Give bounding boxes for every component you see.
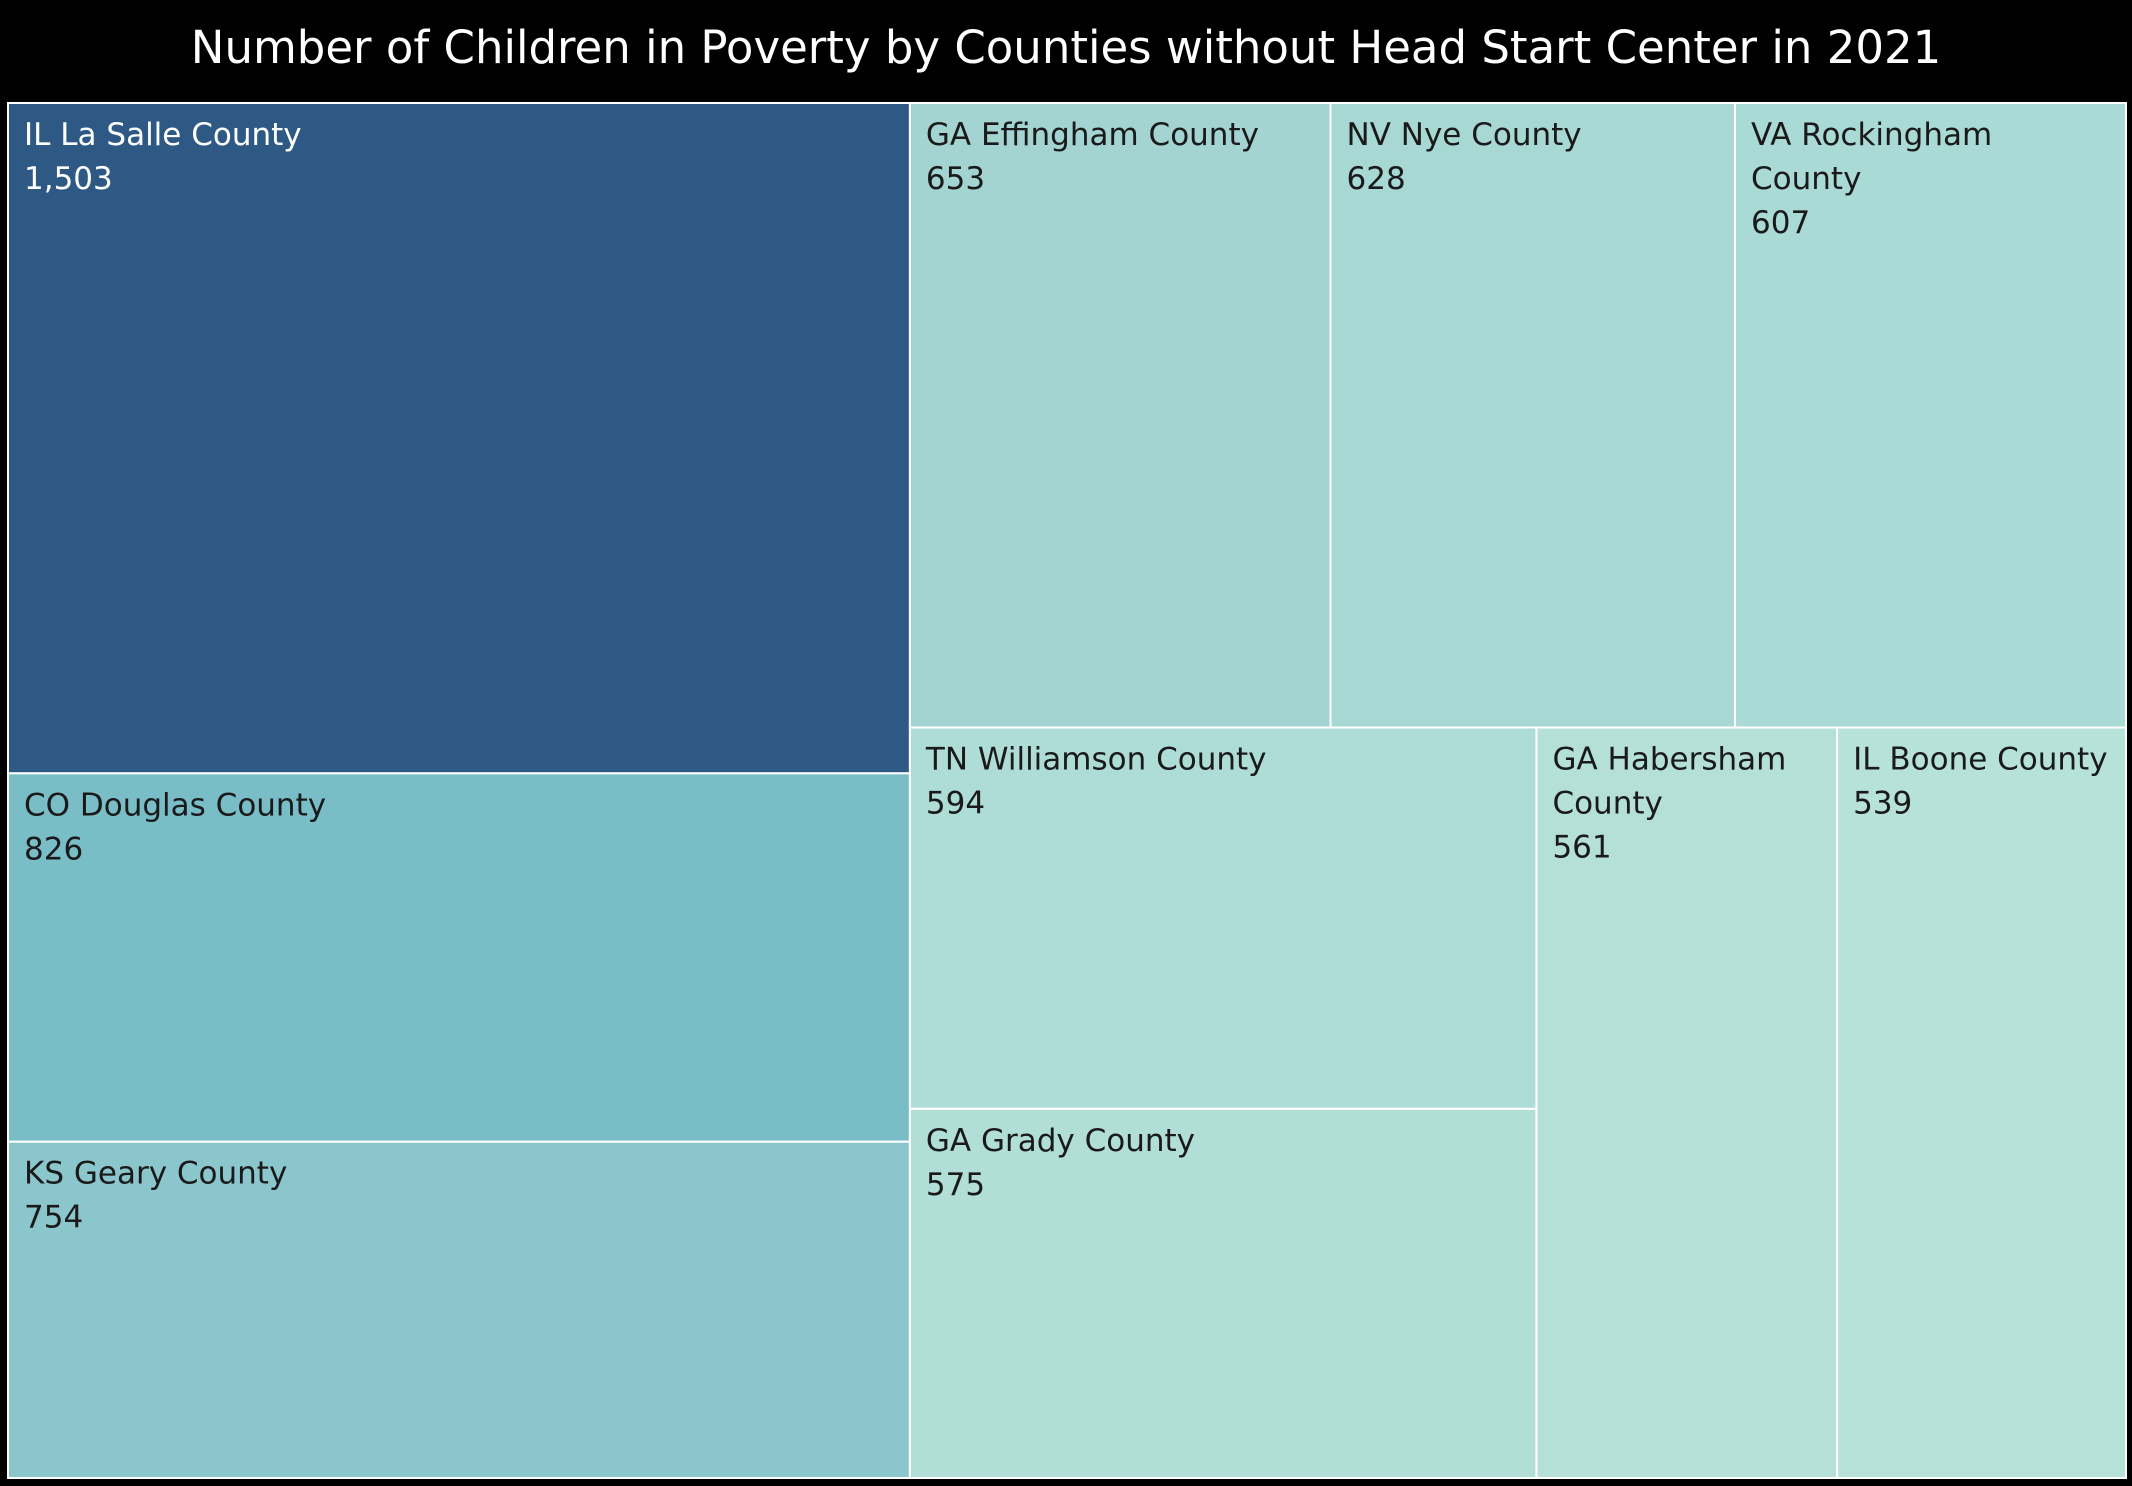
tile-name-nv-nye-county: NV Nye County bbox=[1347, 117, 1582, 153]
tile-rect-ga-habersham-county[interactable] bbox=[1535, 726, 1839, 1479]
tile-rect-ks-geary-county[interactable] bbox=[7, 1140, 911, 1480]
tile-value-va-rockingham-county: 607 bbox=[1751, 205, 1810, 241]
tile-ga-grady-county[interactable]: GA Grady County 575 bbox=[908, 1107, 1538, 1479]
tile-value-ga-grady-county: 575 bbox=[926, 1167, 985, 1203]
tile-rect-nv-nye-county[interactable] bbox=[1329, 102, 1737, 729]
tile-co-douglas-county[interactable]: CO Douglas County 826 bbox=[7, 772, 911, 1143]
tile-rect-tn-williamson-county[interactable] bbox=[908, 726, 1538, 1110]
tile-value-ks-geary-county: 754 bbox=[24, 1200, 83, 1236]
tile-name-il-boone-county: IL Boone County bbox=[1853, 741, 2107, 777]
tile-value-ga-habersham-county: 561 bbox=[1552, 829, 1611, 865]
tile-rect-il-boone-county[interactable] bbox=[1836, 726, 2127, 1479]
tile-name-ga-grady-county: GA Grady County bbox=[926, 1123, 1195, 1159]
tile-il-boone-county[interactable]: IL Boone County 539 bbox=[1836, 726, 2127, 1479]
tile-name-ga-effingham-county: GA Effingham County bbox=[926, 117, 1259, 153]
tile-name-co-douglas-county: CO Douglas County bbox=[24, 787, 326, 823]
tile-va-rockingham-county[interactable]: VA Rockingham County 607 bbox=[1734, 102, 2127, 729]
tile-ga-effingham-county[interactable]: GA Effingham County 653 bbox=[908, 102, 1332, 729]
tile-value-il-boone-county: 539 bbox=[1853, 785, 1912, 821]
tile-value-nv-nye-county: 628 bbox=[1347, 161, 1406, 197]
tile-name-tn-williamson-county: TN Williamson County bbox=[925, 741, 1267, 777]
chart-title: Number of Children in Poverty by Countie… bbox=[190, 21, 1942, 74]
tile-ks-geary-county[interactable]: KS Geary County 754 bbox=[7, 1140, 911, 1480]
tile-rect-co-douglas-county[interactable] bbox=[7, 772, 911, 1143]
tile-value-tn-williamson-county: 594 bbox=[926, 785, 985, 821]
tile-rect-il-la-salle-county[interactable] bbox=[7, 102, 911, 775]
tile-value-co-douglas-county: 826 bbox=[24, 831, 83, 867]
tile-tn-williamson-county[interactable]: TN Williamson County 594 bbox=[908, 726, 1538, 1110]
tile-value-il-la-salle-county: 1,503 bbox=[24, 161, 113, 197]
tile-il-la-salle-county[interactable]: IL La Salle County 1,503 bbox=[7, 102, 911, 775]
tile-name-va-rockingham-county: VA Rockingham County bbox=[1751, 117, 1992, 197]
tile-rect-va-rockingham-county[interactable] bbox=[1734, 102, 2127, 729]
tile-nv-nye-county[interactable]: NV Nye County 628 bbox=[1329, 102, 1737, 729]
tile-value-ga-effingham-county: 653 bbox=[926, 161, 985, 197]
tile-rect-ga-grady-county[interactable] bbox=[908, 1107, 1538, 1479]
tile-name-ks-geary-county: KS Geary County bbox=[24, 1156, 287, 1192]
tile-rect-ga-effingham-county[interactable] bbox=[908, 102, 1332, 729]
tile-name-il-la-salle-county: IL La Salle County bbox=[24, 117, 302, 153]
tile-name-ga-habersham-county: GA Habersham County bbox=[1552, 741, 1786, 821]
tile-ga-habersham-county[interactable]: GA Habersham County 561 bbox=[1535, 726, 1839, 1479]
